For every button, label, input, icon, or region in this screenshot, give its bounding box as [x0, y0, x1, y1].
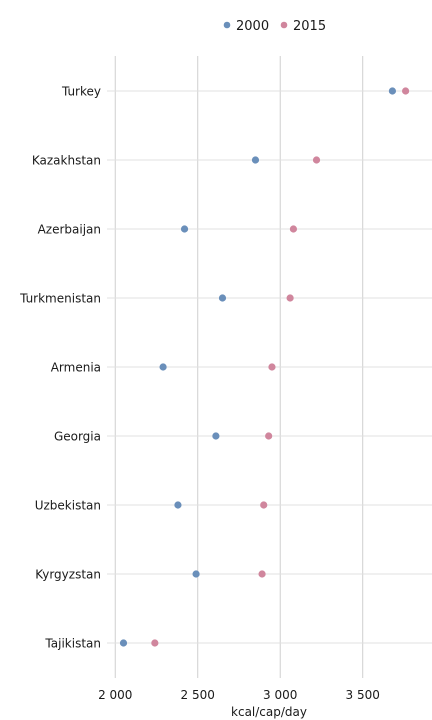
point-2015: [260, 501, 268, 509]
point-2000: [218, 294, 227, 302]
legend-label: 2000: [236, 19, 269, 34]
point-2000: [192, 570, 200, 578]
category-label: Azerbaijan: [38, 223, 101, 237]
point-2015: [268, 363, 276, 371]
point-2015: [312, 156, 321, 164]
point-2015: [265, 432, 273, 440]
point-2000: [119, 639, 128, 647]
point-2015: [258, 570, 266, 578]
x-axis-title: kcal/cap/day: [231, 705, 307, 719]
point-2000: [159, 363, 167, 371]
point-2015: [286, 294, 294, 302]
legend: 2000 2015: [223, 19, 326, 34]
category-rows: Turkey Kazakhstan Azerbaijan Turkmenistan Ar…: [19, 85, 432, 651]
point-2015: [402, 87, 410, 95]
category-label: Georgia: [54, 430, 101, 444]
category-label: Turkey: [61, 85, 101, 99]
legend-label: 2015: [293, 19, 326, 34]
point-2000: [388, 87, 397, 95]
category-label: Kyrgyzstan: [35, 568, 101, 582]
point-2000: [174, 501, 182, 509]
point-2015: [151, 639, 159, 647]
x-tick-label: 3 500: [346, 688, 380, 702]
point-2000: [180, 225, 189, 233]
legend-marker-2015: [280, 21, 288, 29]
point-2000: [251, 156, 260, 164]
category-label: Uzbekistan: [35, 499, 101, 513]
x-axis-ticks: 2 000 2 500 3 000 3 500: [98, 688, 380, 702]
category-label: Turkmenistan: [19, 292, 101, 306]
point-2000: [212, 432, 220, 440]
category-label: Tajikistan: [44, 637, 101, 651]
x-tick-label: 2 000: [98, 688, 132, 702]
category-label: Armenia: [51, 361, 101, 375]
x-tick-label: 3 000: [263, 688, 297, 702]
legend-marker-2000: [223, 21, 231, 29]
data-points: [119, 87, 410, 647]
category-label: Kazakhstan: [32, 154, 101, 168]
x-tick-label: 2 500: [181, 688, 215, 702]
point-2015: [289, 225, 298, 233]
